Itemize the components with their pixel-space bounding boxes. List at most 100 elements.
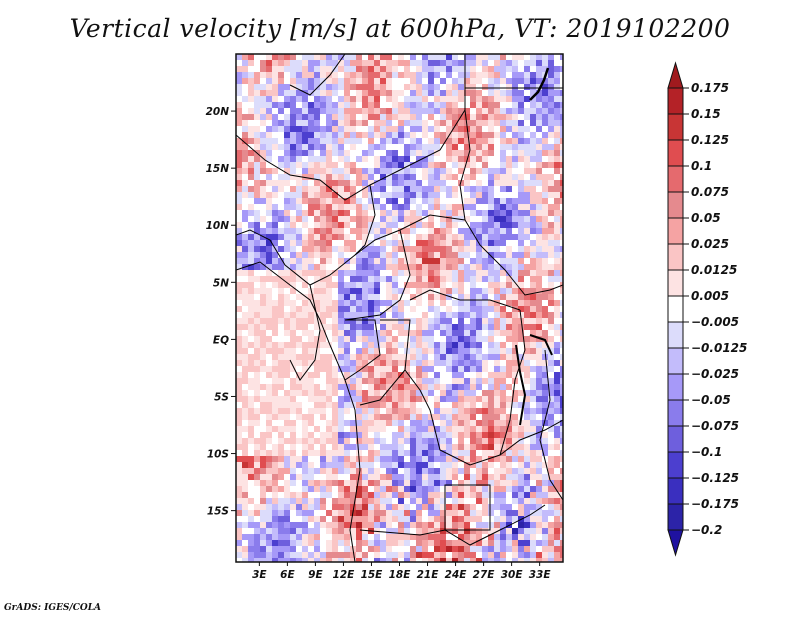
field-cell — [518, 72, 524, 78]
field-cell — [416, 180, 422, 186]
field-cell — [512, 252, 518, 258]
field-cell — [530, 228, 536, 234]
field-cell — [446, 522, 452, 528]
field-cell — [236, 426, 242, 432]
field-cell — [494, 138, 500, 144]
field-cell — [494, 276, 500, 282]
field-cell — [368, 108, 374, 114]
field-cell — [380, 78, 386, 84]
field-cell — [530, 558, 536, 562]
field-cell — [500, 330, 506, 336]
field-cell — [464, 294, 470, 300]
field-cell — [374, 462, 380, 468]
field-cell — [446, 108, 452, 114]
field-cell — [338, 474, 344, 480]
field-cell — [302, 240, 308, 246]
field-cell — [470, 534, 476, 540]
field-cell — [338, 54, 344, 60]
field-cell — [482, 144, 488, 150]
colorbar-label: 0.1 — [691, 159, 712, 173]
field-cell — [488, 558, 494, 562]
field-cell — [236, 498, 242, 504]
field-cell — [548, 462, 554, 468]
field-cell — [428, 354, 434, 360]
field-cell — [488, 318, 494, 324]
field-cell — [254, 180, 260, 186]
field-cell — [512, 156, 518, 162]
field-cell — [380, 408, 386, 414]
field-cell — [248, 258, 254, 264]
field-cell — [422, 54, 428, 60]
field-cell — [464, 258, 470, 264]
field-cell — [530, 102, 536, 108]
colorbar: 0.1750.150.1250.10.0750.050.0250.01250.0… — [667, 61, 747, 557]
field-cell — [326, 102, 332, 108]
country-borders — [236, 54, 563, 562]
field-cell — [326, 390, 332, 396]
field-cell — [374, 162, 380, 168]
field-cell — [260, 54, 266, 60]
field-cell — [548, 264, 554, 270]
field-cell — [500, 138, 506, 144]
field-cell — [386, 390, 392, 396]
field-cell — [284, 210, 290, 216]
field-cell — [374, 438, 380, 444]
field-cell — [530, 492, 536, 498]
field-cell — [332, 294, 338, 300]
field-cell — [344, 216, 350, 222]
field-cell — [494, 114, 500, 120]
field-cell — [494, 462, 500, 468]
field-cell — [296, 180, 302, 186]
field-cell — [470, 468, 476, 474]
field-cell — [302, 348, 308, 354]
field-cell — [320, 396, 326, 402]
field-cell — [254, 366, 260, 372]
field-cell — [398, 528, 404, 534]
field-cell — [278, 540, 284, 546]
field-cell — [506, 234, 512, 240]
field-cell — [476, 144, 482, 150]
field-cell — [290, 282, 296, 288]
field-cell — [506, 258, 512, 264]
field-cell — [356, 318, 362, 324]
field-cell — [500, 336, 506, 342]
field-cell — [494, 546, 500, 552]
field-cell — [440, 174, 446, 180]
field-cell — [548, 480, 554, 486]
field-cell — [260, 546, 266, 552]
field-cell — [266, 180, 272, 186]
field-cell — [278, 54, 284, 60]
field-cell — [500, 528, 506, 534]
field-cell — [368, 498, 374, 504]
field-cell — [560, 150, 563, 156]
field-cell — [308, 552, 314, 558]
field-cell — [338, 402, 344, 408]
field-cell — [428, 216, 434, 222]
field-cell — [344, 186, 350, 192]
field-cell — [368, 168, 374, 174]
field-cell — [368, 300, 374, 306]
field-cell — [320, 258, 326, 264]
field-cell — [266, 120, 272, 126]
field-cell — [284, 240, 290, 246]
field-cell — [494, 390, 500, 396]
field-cell — [356, 438, 362, 444]
field-cell — [452, 126, 458, 132]
field-cell — [332, 396, 338, 402]
field-cell — [326, 534, 332, 540]
field-cell — [518, 468, 524, 474]
field-cell — [404, 144, 410, 150]
field-cell — [254, 72, 260, 78]
field-cell — [260, 462, 266, 468]
field-cell — [326, 480, 332, 486]
field-cell — [494, 204, 500, 210]
field-cell — [410, 510, 416, 516]
field-cell — [542, 102, 548, 108]
field-cell — [446, 66, 452, 72]
field-cell — [362, 204, 368, 210]
field-cell — [554, 558, 560, 562]
field-cell — [482, 306, 488, 312]
field-cell — [368, 384, 374, 390]
field-cell — [398, 216, 404, 222]
field-cell — [482, 156, 488, 162]
